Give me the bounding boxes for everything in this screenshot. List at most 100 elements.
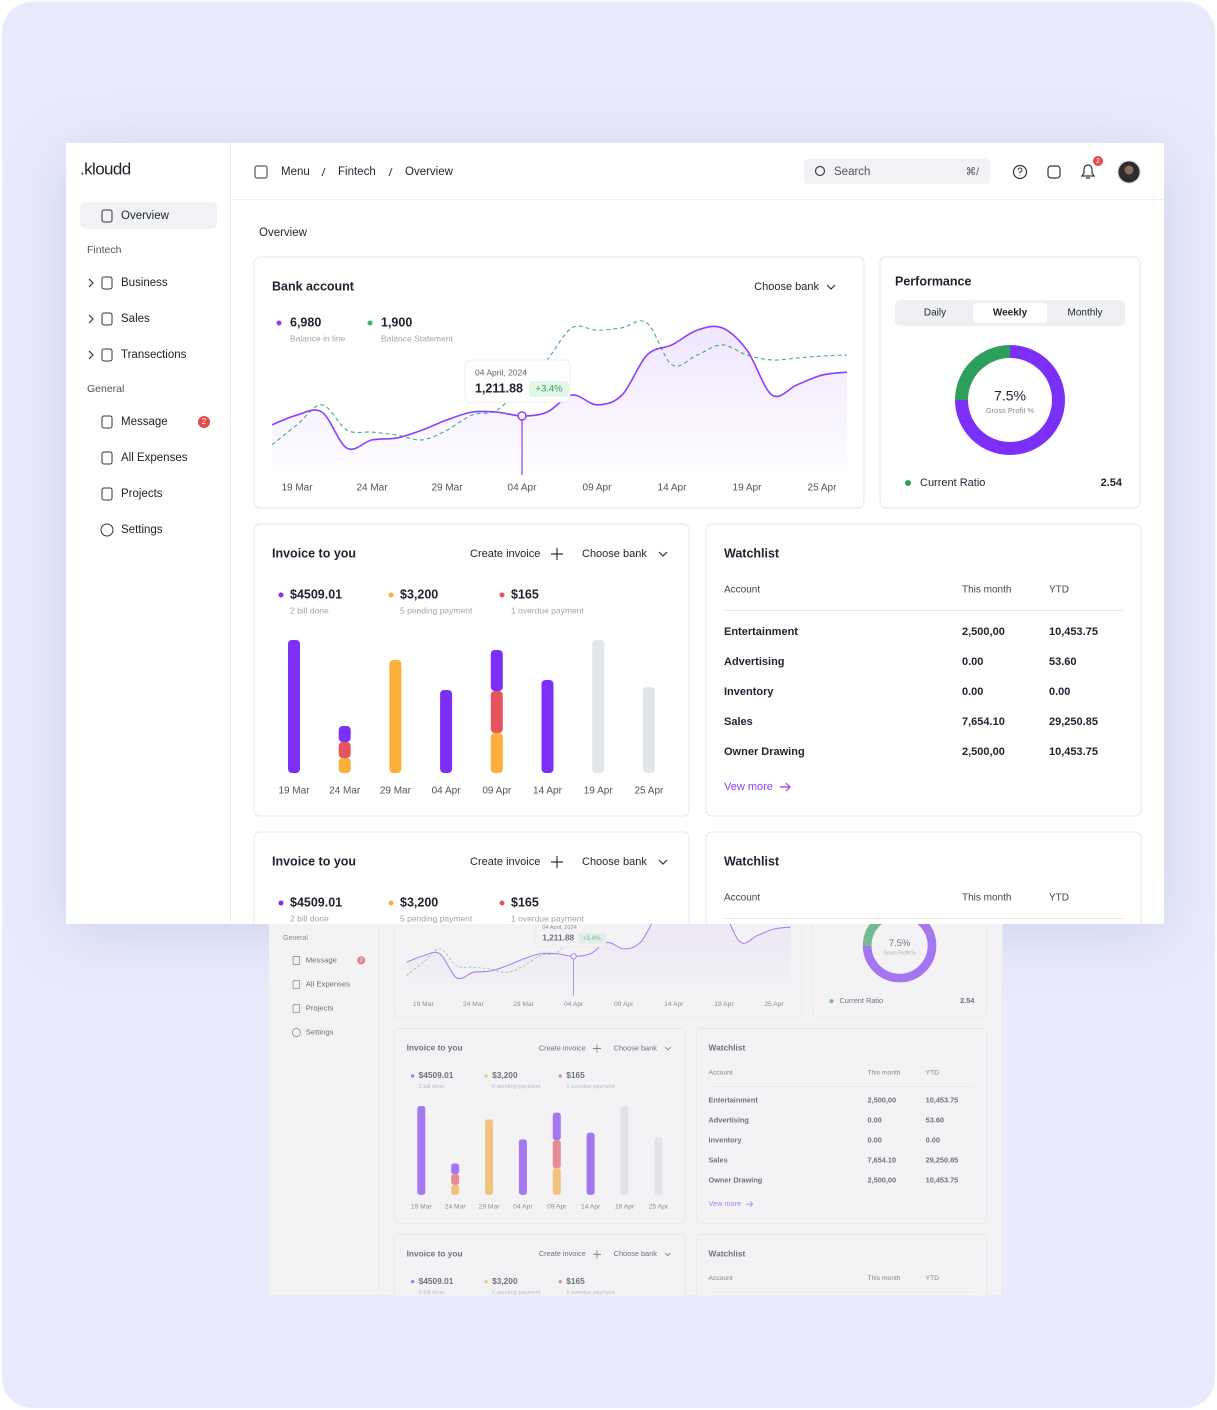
summary-amount: $3,200 bbox=[492, 1276, 518, 1286]
donut-center-value: 7.5% bbox=[889, 938, 910, 948]
metric-value: 2.54 bbox=[1101, 477, 1123, 489]
nav-item[interactable]: Business bbox=[121, 277, 168, 289]
notification-count: 2 bbox=[1096, 158, 1100, 165]
card-title: Bank account bbox=[272, 279, 355, 293]
donut-center-value: 7.5% bbox=[994, 388, 1026, 404]
table-cell: Advertising bbox=[709, 1116, 749, 1125]
bar-segment bbox=[440, 690, 453, 773]
nav-item[interactable]: Message bbox=[121, 416, 168, 428]
x-tick-label: 24 Mar bbox=[329, 786, 361, 797]
x-tick-label: 14 Apr bbox=[533, 786, 563, 797]
bell-icon[interactable] bbox=[1080, 164, 1096, 179]
summary-note: 2 bill done bbox=[290, 913, 329, 923]
nav-badge-count: 2 bbox=[202, 417, 207, 426]
bank-select[interactable]: Choose bank bbox=[582, 548, 647, 560]
tab[interactable]: Weekly bbox=[993, 308, 1028, 319]
x-tick-label: 24 Mar bbox=[445, 1204, 467, 1211]
help-icon-mark bbox=[1017, 167, 1023, 176]
view-more-link[interactable]: Vew more bbox=[724, 781, 773, 793]
tooltip-point bbox=[517, 411, 527, 421]
change-value: +3.4% bbox=[535, 384, 563, 395]
nav-item[interactable]: Message bbox=[306, 955, 337, 964]
breadcrumb-item[interactable]: Overview bbox=[405, 166, 454, 178]
card-title: Watchlist bbox=[709, 1248, 746, 1258]
bar-segment bbox=[417, 1105, 426, 1195]
nav-icon bbox=[292, 956, 301, 965]
tab[interactable]: Monthly bbox=[1067, 308, 1102, 319]
summary-dot bbox=[410, 1074, 415, 1078]
view-more-link[interactable]: Vew more bbox=[709, 1199, 742, 1208]
table-cell: Sales bbox=[709, 1156, 728, 1165]
bar-segment bbox=[338, 742, 351, 758]
nav-icon bbox=[292, 1004, 301, 1013]
summary-note: 5 pending payment bbox=[400, 913, 473, 923]
bank-select[interactable]: Choose bank bbox=[614, 1249, 658, 1258]
breadcrumb-separator bbox=[388, 167, 393, 177]
table-cell: 53.60 bbox=[926, 1116, 944, 1125]
x-tick-label: 29 Mar bbox=[431, 483, 463, 494]
table-cell: 10,453.75 bbox=[926, 1096, 959, 1105]
table-header: YTD bbox=[1049, 585, 1069, 596]
bank-select[interactable]: Choose bank bbox=[582, 856, 647, 868]
notification-badge bbox=[1093, 156, 1103, 166]
create-invoice-button[interactable]: Create invoice bbox=[470, 548, 540, 560]
chevron-icon bbox=[658, 859, 668, 865]
nav-item[interactable]: All Expenses bbox=[306, 979, 351, 988]
x-tick-label: 09 Apr bbox=[547, 1204, 567, 1211]
nav-item[interactable]: All Expenses bbox=[121, 452, 188, 464]
nav-item[interactable]: Projects bbox=[121, 488, 163, 500]
x-tick-label: 04 Apr bbox=[432, 786, 462, 797]
table-cell: 7,654.10 bbox=[868, 1156, 897, 1165]
nav-active-bg[interactable] bbox=[80, 202, 217, 229]
summary-note: 1 overdue payment bbox=[566, 1084, 615, 1090]
table-header: YTD bbox=[1049, 893, 1069, 904]
donut-segment bbox=[862, 924, 937, 983]
table-cell: Advertising bbox=[724, 656, 785, 668]
search-box[interactable] bbox=[804, 159, 990, 184]
breadcrumb-item[interactable]: Menu bbox=[281, 166, 310, 178]
summary-note: 1 overdue payment bbox=[511, 605, 584, 615]
bar-segment bbox=[541, 680, 554, 773]
bar-segment bbox=[490, 691, 503, 733]
create-invoice-button[interactable]: Create invoice bbox=[539, 1249, 586, 1258]
sidebar-toggle[interactable] bbox=[254, 165, 268, 179]
nav-item[interactable]: Sales bbox=[121, 313, 150, 325]
brand: .kloudd bbox=[80, 159, 131, 178]
nav-item[interactable]: Overview bbox=[121, 210, 170, 222]
nav-badge-count: 2 bbox=[360, 958, 363, 964]
help-icon[interactable] bbox=[1012, 164, 1028, 180]
x-tick-label: 09 Apr bbox=[583, 483, 613, 494]
create-invoice-button[interactable]: Create invoice bbox=[470, 856, 540, 868]
tooltip-value: 1,211.88 bbox=[542, 933, 574, 943]
bank-select[interactable]: Choose bank bbox=[754, 281, 819, 293]
summary-dot bbox=[558, 1074, 562, 1078]
nav-item[interactable]: Transections bbox=[121, 349, 187, 361]
tooltip-date: 04 April, 2024 bbox=[475, 367, 527, 377]
table-cell: Inventory bbox=[724, 686, 774, 698]
invoice-card: Invoice to you Create invoice Choose bank $… bbox=[253, 831, 690, 924]
bar-segment bbox=[518, 1139, 527, 1195]
x-tick-label: 09 Apr bbox=[614, 1001, 634, 1008]
breadcrumb-separator bbox=[321, 167, 326, 177]
summary-dot bbox=[484, 1280, 488, 1284]
nav-badge bbox=[357, 956, 366, 965]
nav-icon bbox=[292, 1028, 301, 1037]
plus-icon bbox=[592, 1044, 601, 1053]
summary-note: 5 pending payment bbox=[400, 605, 473, 615]
nav-item[interactable]: Settings bbox=[121, 524, 163, 536]
x-tick-label: 25 Apr bbox=[634, 786, 664, 797]
table-cell: Owner Drawing bbox=[724, 746, 805, 758]
x-tick-label: 19 Apr bbox=[615, 1204, 635, 1211]
bar-segment bbox=[552, 1168, 561, 1195]
bank-account-card: Bank account Choose bank 6,980 Balance in l… bbox=[253, 256, 865, 509]
create-invoice-button[interactable]: Create invoice bbox=[539, 1043, 586, 1052]
nav-item[interactable]: Settings bbox=[306, 1028, 334, 1037]
summary-amount: $4509.01 bbox=[290, 895, 342, 909]
breadcrumb-item[interactable]: Fintech bbox=[338, 166, 376, 178]
inbox-icon[interactable] bbox=[1047, 165, 1061, 179]
bank-select[interactable]: Choose bank bbox=[614, 1043, 658, 1052]
nav-item[interactable]: Projects bbox=[306, 1003, 334, 1012]
tab[interactable]: Daily bbox=[924, 308, 946, 319]
